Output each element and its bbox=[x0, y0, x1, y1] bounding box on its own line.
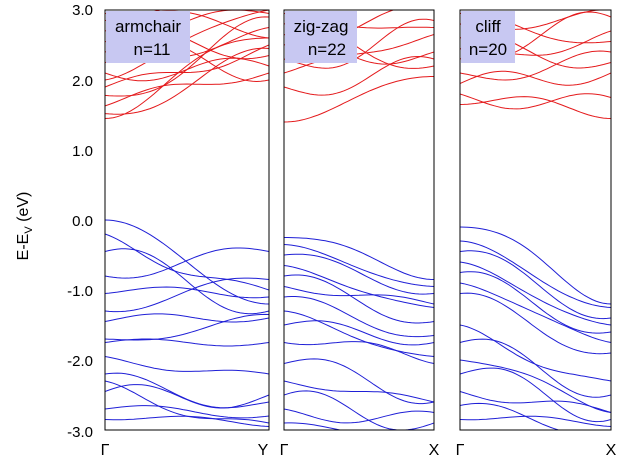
y-axis-label-unit: (eV) bbox=[15, 192, 32, 227]
conduction-band-line bbox=[284, 76, 434, 123]
conduction-band-line bbox=[284, 55, 434, 96]
panel-frame bbox=[459, 9, 612, 431]
panel-label-box bbox=[461, 11, 515, 63]
y-tick-label: -3.0 bbox=[67, 424, 93, 441]
x-tick-label-start: Γ bbox=[456, 442, 465, 459]
x-tick-label-end: X bbox=[606, 442, 617, 459]
valence-band-line bbox=[460, 367, 611, 423]
panel-label-box bbox=[285, 11, 357, 63]
valence-band-line bbox=[284, 422, 434, 430]
valence-band-line bbox=[105, 247, 269, 279]
valence-band-line bbox=[284, 320, 434, 346]
y-tick-label: 2.0 bbox=[72, 73, 93, 90]
y-tick-label: 1.0 bbox=[72, 143, 93, 160]
valence-band-line bbox=[105, 277, 269, 313]
valence-band-line bbox=[105, 248, 269, 315]
valence-band-line bbox=[105, 233, 269, 291]
conduction-band-line bbox=[105, 47, 269, 115]
valence-band-line bbox=[284, 310, 434, 357]
valence-band-line bbox=[284, 244, 434, 287]
valence-band-line bbox=[284, 265, 434, 308]
valence-band-line bbox=[284, 286, 434, 305]
conduction-band-line bbox=[460, 93, 611, 110]
valence-band-line bbox=[105, 405, 269, 419]
panel-label-box bbox=[106, 11, 190, 63]
panel-armchair-bands bbox=[105, 10, 269, 427]
valence-band-line bbox=[460, 402, 611, 430]
panel-frame bbox=[104, 9, 270, 431]
valence-band-line bbox=[105, 313, 269, 323]
panel-label-line1: armchair bbox=[115, 17, 181, 36]
conduction-band-line bbox=[284, 34, 434, 74]
valence-band-line bbox=[460, 271, 611, 334]
valence-band-line bbox=[284, 408, 434, 424]
valence-band-line bbox=[284, 253, 434, 295]
conduction-band-line bbox=[460, 70, 611, 86]
y-tick-label: -2.0 bbox=[67, 353, 93, 370]
panel-label-line2: n=22 bbox=[308, 40, 346, 59]
y-tick-labels: 3.0 2.0 1.0 0.0 -1.0 -2.0 -3.0 bbox=[67, 2, 93, 441]
valence-band-line bbox=[460, 338, 611, 398]
panel-zig-zag-bands bbox=[284, 10, 434, 430]
conduction-band-line bbox=[105, 37, 269, 119]
panel-cliff: cliff n=20 Γ X bbox=[456, 9, 617, 459]
y-tick-label: 0.0 bbox=[72, 213, 93, 230]
y-tick-label: 3.0 bbox=[72, 2, 93, 19]
x-tick-label-end: Y bbox=[258, 442, 269, 459]
panel-frame bbox=[283, 9, 435, 431]
valence-band-line bbox=[284, 358, 434, 405]
valence-band-line bbox=[460, 292, 611, 355]
valence-band-line bbox=[460, 226, 611, 305]
panel-label-line1: zig-zag bbox=[294, 17, 349, 36]
y-axis-label: E-EV (eV) bbox=[15, 192, 35, 261]
panel-cliff-bands bbox=[460, 10, 611, 430]
valence-band-line bbox=[460, 415, 611, 427]
valence-band-line bbox=[284, 296, 434, 338]
valence-band-line bbox=[105, 384, 269, 409]
panel-label-line2: n=20 bbox=[469, 40, 507, 59]
valence-band-line bbox=[105, 219, 269, 305]
valence-band-line bbox=[460, 250, 611, 320]
valence-band-line bbox=[105, 338, 269, 347]
panel-label-line1: cliff bbox=[475, 17, 500, 36]
conduction-band-line bbox=[460, 50, 611, 81]
x-tick-label-end: X bbox=[429, 442, 440, 459]
y-tick-label: -1.0 bbox=[67, 283, 93, 300]
y-axis-label-subscript: V bbox=[23, 226, 35, 234]
conduction-band-line bbox=[284, 18, 434, 69]
valence-band-line bbox=[105, 356, 269, 375]
valence-band-line bbox=[284, 237, 434, 280]
valence-band-line bbox=[105, 415, 269, 427]
valence-band-line bbox=[460, 359, 611, 413]
valence-band-line bbox=[460, 240, 611, 308]
valence-band-line bbox=[460, 261, 611, 326]
valence-band-line bbox=[460, 282, 611, 343]
valence-band-line bbox=[284, 380, 434, 403]
panel-zig-zag: zig-zag n=22 Γ X bbox=[280, 9, 440, 459]
valence-band-line bbox=[105, 313, 269, 341]
conduction-band-line bbox=[460, 96, 611, 119]
panel-label-line2: n=11 bbox=[133, 40, 170, 59]
valence-band-line bbox=[284, 274, 434, 324]
x-tick-label-start: Γ bbox=[101, 442, 110, 459]
valence-band-line bbox=[284, 341, 434, 364]
valence-band-line bbox=[105, 286, 269, 299]
y-axis-label-main: E-E bbox=[15, 234, 32, 261]
valence-band-line bbox=[460, 391, 611, 413]
panel-armchair: armchair n=11 Γ Y bbox=[101, 9, 270, 459]
x-tick-label-start: Γ bbox=[280, 442, 289, 459]
